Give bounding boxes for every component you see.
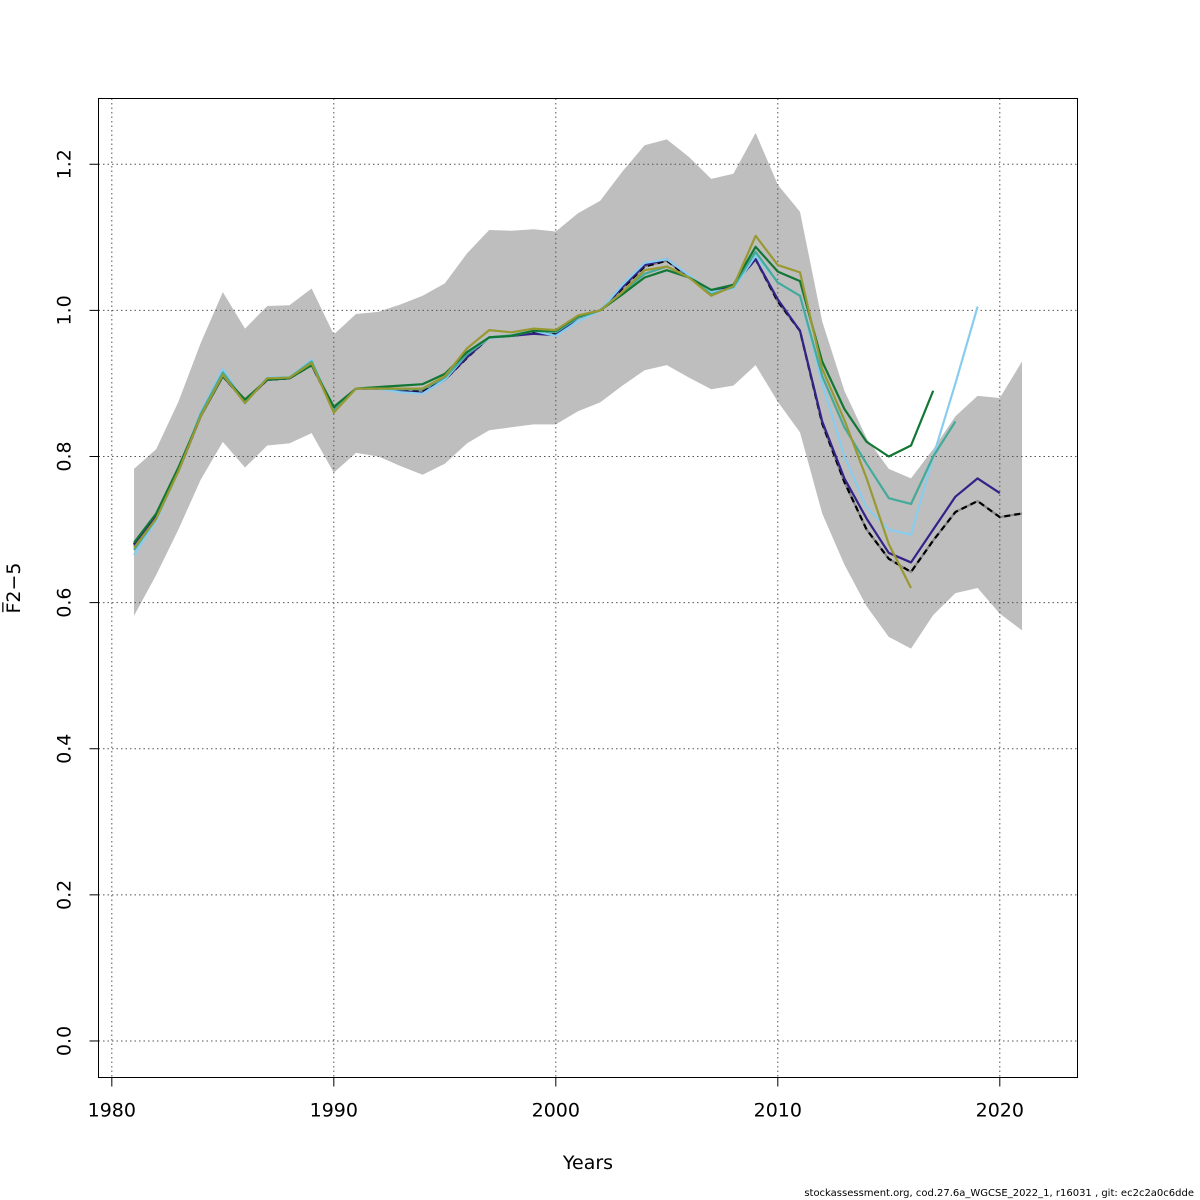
x-tick-label: 2020 xyxy=(976,1100,1024,1122)
y-tick-label: 0.0 xyxy=(54,1026,76,1056)
y-axis-label-group: F̅2−5 xyxy=(1,562,25,613)
y-tick-label: 0.8 xyxy=(54,441,76,471)
x-tick-label: 2010 xyxy=(754,1100,802,1122)
grid-layer xyxy=(98,98,1078,1078)
y-tick-label: 1.2 xyxy=(54,149,76,179)
series-line-6 xyxy=(133,234,912,589)
y-tick-label: 1.0 xyxy=(54,295,76,325)
plot-frame xyxy=(98,98,1078,1078)
y-axis-label: F̅2−5 xyxy=(1,562,25,613)
x-tick-label: 2000 xyxy=(532,1100,580,1122)
footer-caption: stockassessment.org, cod.27.6a_WGCSE_202… xyxy=(804,1188,1194,1199)
y-tick-label: 0.2 xyxy=(54,880,76,910)
x-tick-label: 1990 xyxy=(310,1100,358,1122)
y-tick-label: 0.6 xyxy=(54,588,76,618)
y-tick-label: 0.4 xyxy=(54,734,76,764)
x-axis-label: Years xyxy=(562,1152,613,1174)
x-tick-label: 1980 xyxy=(88,1100,136,1122)
series-layer xyxy=(133,234,1023,589)
confidence-band-layer xyxy=(134,132,1023,649)
axis-layer: 1980 1990 2000 2010 2020 0.0 0.2 0.4 0.6 0.8 1.0 1.… xyxy=(54,149,1024,1121)
confidence-band xyxy=(134,132,1023,649)
